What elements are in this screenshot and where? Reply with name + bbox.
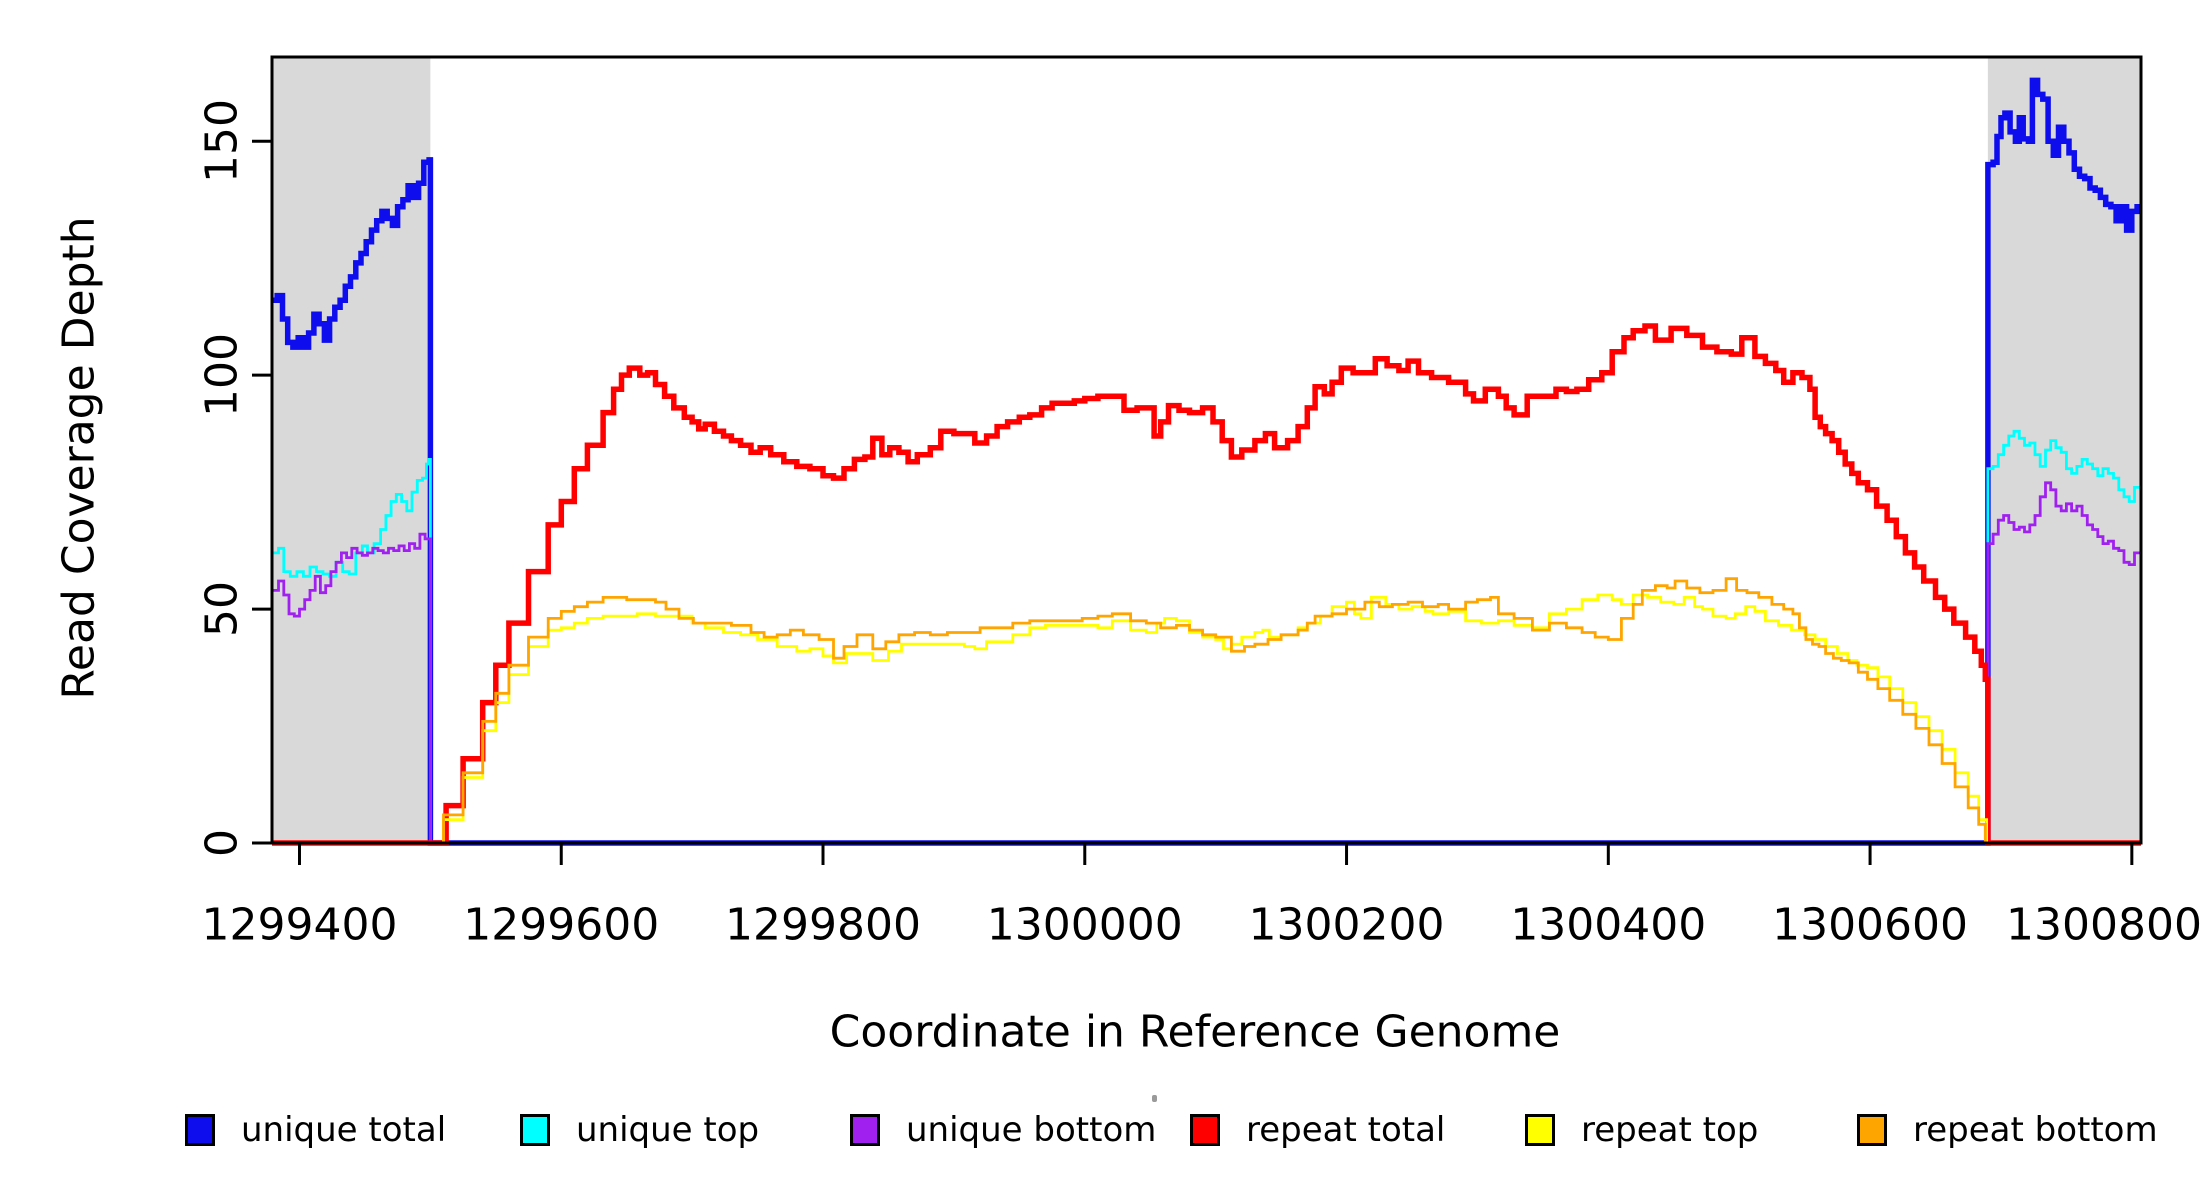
legend-item-repeat-bottom: repeat bottom (1857, 1100, 2158, 1160)
x-tick-label: 1300200 (1248, 899, 1445, 951)
y-tick-label: 50 (196, 581, 248, 638)
legend-label: unique total (241, 1110, 447, 1150)
legend-swatch-icon (1525, 1114, 1555, 1146)
x-tick-label: 1299800 (725, 899, 921, 951)
legend-swatch-icon (520, 1114, 550, 1146)
y-tick-label: 0 (196, 829, 248, 857)
x-tick-label: 1299600 (463, 899, 660, 951)
legend-item-unique-top: unique top (520, 1100, 759, 1160)
legend-label: repeat top (1581, 1110, 1759, 1150)
shaded-region-left-unique-flank (272, 57, 431, 843)
legend: unique total unique top unique bottom repea… (0, 1100, 2200, 1160)
legend-swatch-icon (1190, 1114, 1220, 1146)
x-tick-label: 1300600 (1772, 899, 1969, 951)
legend-item-repeat-total: repeat total (1190, 1100, 1445, 1160)
series-line-unique-bottom (272, 481, 2143, 845)
legend-label: unique top (576, 1110, 760, 1150)
legend-swatch-icon (185, 1114, 215, 1146)
legend-label: repeat bottom (1913, 1110, 2158, 1150)
legend-item-unique-bottom: unique bottom (850, 1100, 1156, 1160)
shaded-region-right-unique-flank (1987, 57, 2141, 843)
y-axis-title: Read Coverage Depth (53, 216, 105, 700)
legend-item-repeat-top: repeat top (1525, 1100, 1758, 1160)
legend-label: repeat total (1246, 1110, 1446, 1150)
series-line-repeat-total (272, 323, 2141, 846)
legend-swatch-icon (1857, 1114, 1887, 1146)
x-tick-label: 1300800 (2006, 899, 2200, 951)
stray-dot-artifact (1152, 1095, 1157, 1102)
plot-border (270, 55, 2143, 845)
legend-label: unique bottom (906, 1110, 1157, 1150)
y-tick-label: 100 (196, 333, 248, 418)
series-line-unique-total (272, 77, 2141, 846)
x-tick-label: 1300000 (986, 899, 1183, 951)
x-axis-title: Coordinate in Reference Genome (829, 1006, 1561, 1058)
series-line-repeat-top (272, 593, 2141, 845)
x-tick-label: 1299400 (201, 899, 398, 951)
series-line-repeat-bottom (272, 577, 2141, 845)
y-tick-label: 150 (196, 99, 248, 184)
legend-swatch-icon (850, 1114, 880, 1146)
legend-item-unique-total: unique total (185, 1100, 446, 1160)
x-tick-label: 1300400 (1510, 899, 1707, 951)
